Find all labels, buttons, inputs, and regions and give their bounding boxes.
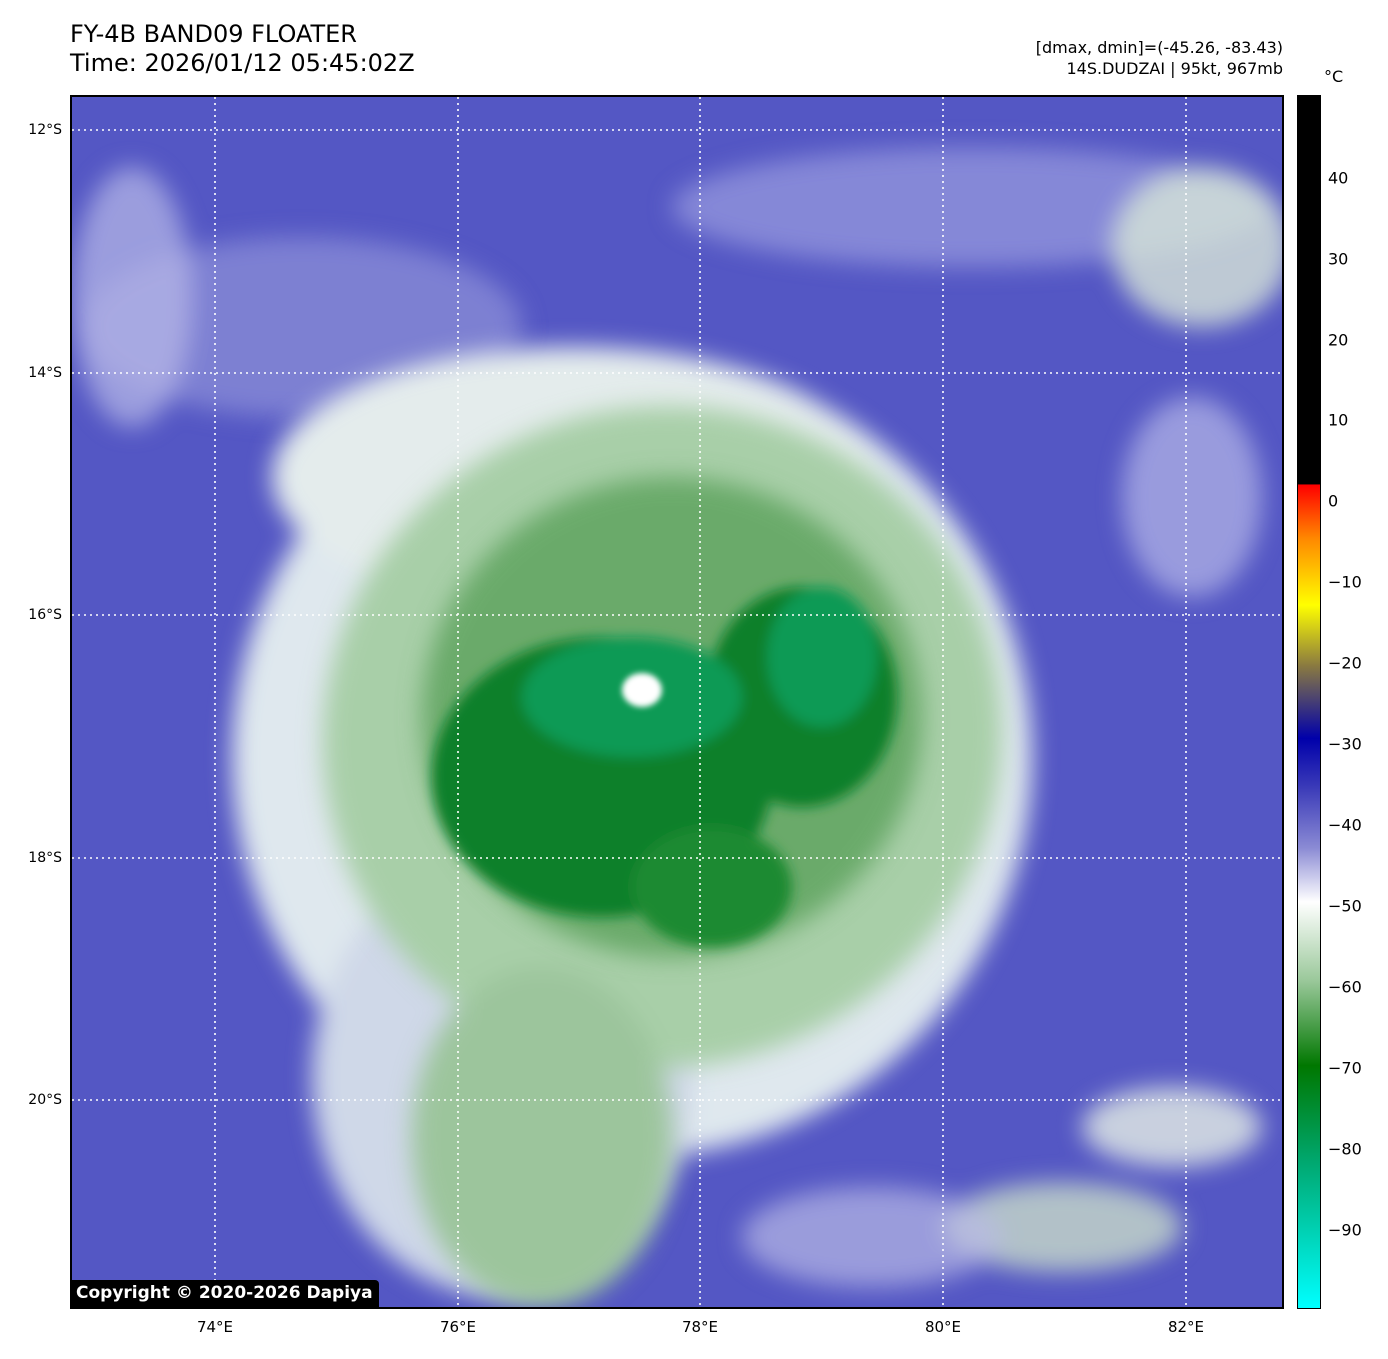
satellite-image-canvas <box>72 97 1282 1307</box>
lat-tick-16s: 16°S <box>28 607 62 623</box>
copyright-label: Copyright © 2020-2026 Dapiya <box>70 1280 379 1307</box>
colorbar-tick: 0 <box>1328 491 1339 511</box>
satellite-image <box>70 95 1284 1309</box>
title-line-2: Time: 2026/01/12 05:45:02Z <box>70 49 415 77</box>
lat-tick-18s: 18°S <box>28 850 62 866</box>
colorbar-tick: 10 <box>1328 410 1349 430</box>
storm-name-label: 14S.DUDZAI | 95kt, 967mb <box>1066 59 1284 78</box>
storm-eye <box>622 673 662 707</box>
colorbar-tick: −70 <box>1328 1058 1362 1078</box>
dmax-dmin-label: [dmax, dmin]=(-45.26, -83.43) <box>1035 38 1283 57</box>
colorbar-tick: 40 <box>1328 168 1349 188</box>
lat-tick-12s: 12°S <box>28 122 62 138</box>
colorbar-tick: −10 <box>1328 572 1362 592</box>
light-cloud-bands <box>72 147 1282 1287</box>
storm-info: [dmax, dmin]=(-45.26, -83.43) 14S.DUDZAI… <box>1036 37 1283 79</box>
colorbar-tick: 30 <box>1328 249 1349 269</box>
colorbar-tick: −80 <box>1328 1139 1362 1159</box>
lon-tick-82e: 82°E <box>1167 1318 1205 1336</box>
colorbar <box>1297 95 1321 1309</box>
central-dense-overcast <box>432 587 897 947</box>
lat-tick-20s: 20°S <box>28 1092 62 1108</box>
colorbar-tick: 20 <box>1328 330 1349 350</box>
colorbar-tick: −90 <box>1328 1220 1362 1240</box>
colorbar-tick: −40 <box>1328 815 1362 835</box>
lon-tick-80e: 80°E <box>924 1318 962 1336</box>
colorbar-tick: −50 <box>1328 896 1362 916</box>
lon-tick-74e: 74°E <box>196 1318 234 1336</box>
lat-tick-14s: 14°S <box>28 365 62 381</box>
colorbar-tick: −30 <box>1328 734 1362 754</box>
colorbar-tick: −60 <box>1328 977 1362 997</box>
lon-tick-76e: 76°E <box>439 1318 477 1336</box>
colorbar-unit: °C <box>1324 67 1344 86</box>
map-grid <box>72 97 1282 1307</box>
lon-tick-78e: 78°E <box>681 1318 719 1336</box>
chart-title: FY-4B BAND09 FLOATER Time: 2026/01/12 05… <box>70 20 415 78</box>
colorbar-tick: −20 <box>1328 653 1362 673</box>
title-line-1: FY-4B BAND09 FLOATER <box>70 20 357 48</box>
